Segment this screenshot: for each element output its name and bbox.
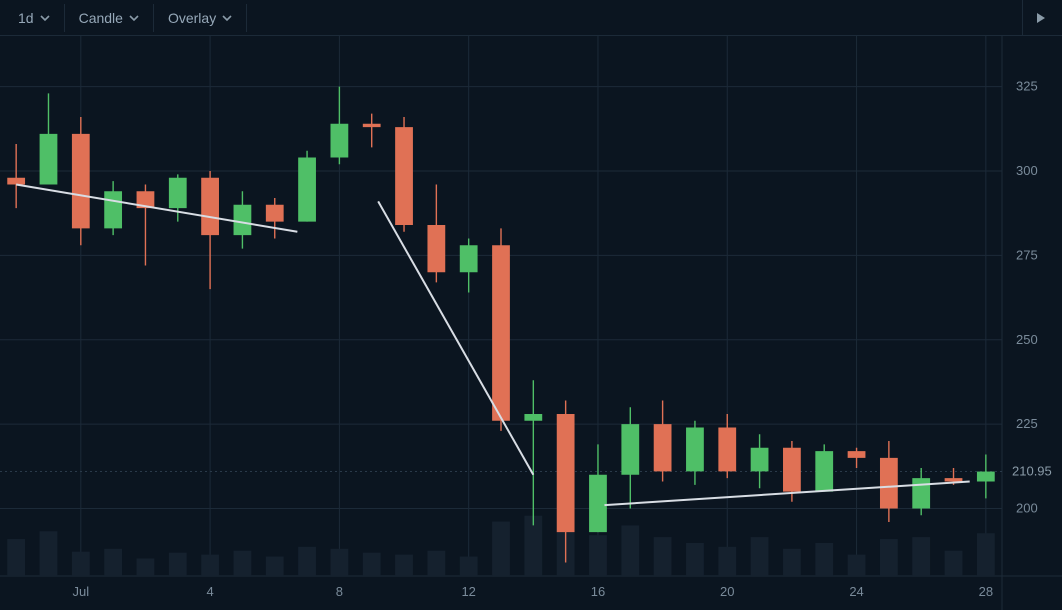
x-tick-label: 12 [461,584,475,599]
candle-body [104,191,122,228]
chevron-down-icon [40,13,50,23]
chart-type-selector[interactable]: Candle [65,4,154,32]
x-tick-label: 8 [336,584,343,599]
volume-bar [298,547,316,576]
candle-body [718,428,736,472]
volume-bar [460,557,478,576]
candle-body [880,458,898,509]
y-tick-label: 275 [1016,247,1038,262]
volume-bar [880,539,898,576]
volume-bar [977,533,995,576]
current-price-label: 210.95 [1012,464,1052,479]
volume-bar [621,525,639,576]
volume-bar [912,537,930,576]
candle-body [201,178,219,235]
x-tick-label: Jul [72,584,89,599]
candle-body [234,205,252,235]
candle-body [330,124,348,158]
volume-bar [589,535,607,576]
candle-body [7,178,25,185]
overlay-selector[interactable]: Overlay [154,4,247,32]
volume-bar [137,559,155,577]
candle-body [945,478,963,481]
y-tick-label: 325 [1016,79,1038,94]
candle-body [912,478,930,508]
candle-body [589,475,607,532]
volume-bar [40,531,58,576]
candle-body [298,158,316,222]
volume-bar [7,539,25,576]
candle-body [492,245,510,421]
volume-bar [234,551,252,576]
candle-body [524,414,542,421]
y-tick-label: 225 [1016,416,1038,431]
volume-bar [815,543,833,576]
candle-body [621,424,639,475]
volume-bar [266,557,284,576]
y-tick-label: 250 [1016,332,1038,347]
volume-bar [72,552,90,576]
volume-bar [169,553,187,576]
candle-body [363,124,381,127]
volume-bar [104,549,122,576]
candle-body [751,448,769,472]
candle-body [169,178,187,208]
overlay-label: Overlay [168,10,216,26]
x-tick-label: 20 [720,584,734,599]
chevron-down-icon [222,13,232,23]
candle-body [783,448,801,492]
chart-type-label: Candle [79,10,123,26]
volume-bar [718,547,736,576]
interval-selector[interactable]: 1d [4,4,65,32]
volume-bar [848,555,866,576]
candle-body [686,428,704,472]
play-button[interactable] [1022,0,1058,36]
x-tick-label: 16 [591,584,605,599]
candle-body [266,205,284,222]
candle-body [848,451,866,458]
chart-toolbar: 1d Candle Overlay [0,0,1062,36]
volume-bar [201,555,219,576]
candle-body [395,127,413,225]
candlestick-chart: 200 225 250 275 300 325 210.95 Jul 4 8 12 16 20 24 28 [0,36,1062,610]
volume-bar [330,549,348,576]
y-tick-label: 200 [1016,501,1038,516]
volume-bar [654,537,672,576]
candle-body [977,472,995,482]
volume-bar [363,553,381,576]
candle-body [72,134,90,229]
chart-root: 1d Candle Overlay 200 225 250 275 300 325 210.… [0,0,1062,610]
candle-body [40,134,58,185]
volume-bar [751,537,769,576]
y-tick-label: 300 [1016,163,1038,178]
chart-area[interactable]: 200 225 250 275 300 325 210.95 Jul 4 8 12 16 20 24 28 [0,36,1062,610]
chevron-down-icon [129,13,139,23]
candle-body [815,451,833,492]
volume-bar [686,543,704,576]
volume-bar [492,522,510,576]
volume-bar [945,551,963,576]
candle-body [557,414,575,532]
volume-bar [427,551,445,576]
volume-bar [395,555,413,576]
volume-bar [783,549,801,576]
interval-label: 1d [18,10,34,26]
x-tick-label: 24 [849,584,863,599]
play-icon [1035,12,1047,24]
x-tick-label: 28 [979,584,993,599]
candle-body [427,225,445,272]
candle-body [460,245,478,272]
candle-body [654,424,672,471]
x-tick-label: 4 [206,584,213,599]
